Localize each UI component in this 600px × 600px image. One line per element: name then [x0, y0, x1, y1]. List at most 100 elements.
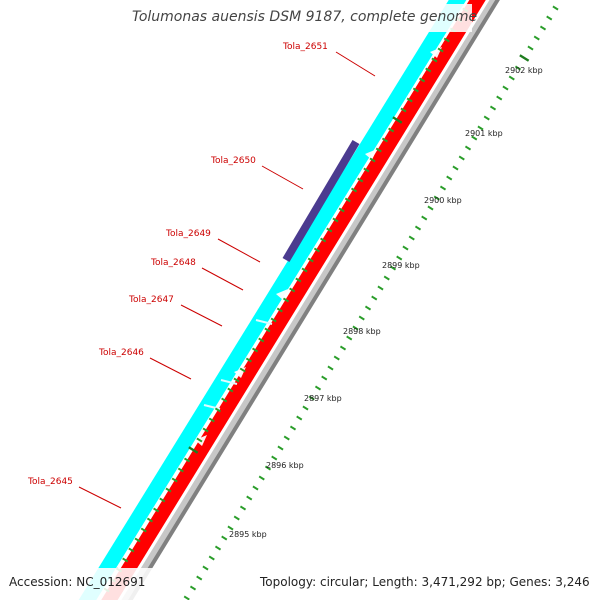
outer-minor-tick — [321, 375, 328, 381]
outer-minor-tick — [339, 345, 347, 351]
gene-label-leader-line — [149, 357, 192, 380]
outer-minor-tick — [308, 395, 315, 401]
outer-minor-tick — [208, 555, 215, 561]
outer-minor-tick — [433, 195, 440, 201]
inner-minor-tick — [418, 77, 426, 83]
outer-minor-tick — [358, 315, 365, 321]
inner-minor-tick — [332, 217, 339, 223]
kbp-tick-label: 2897 kbp — [304, 394, 342, 403]
inner-minor-tick — [165, 487, 172, 493]
outer-minor-tick — [296, 415, 303, 421]
outer-minor-tick — [389, 265, 397, 271]
inner-minor-tick — [425, 67, 432, 73]
reverse-gene-boundary — [276, 289, 288, 300]
inner-minor-tick — [289, 287, 296, 293]
inner-minor-tick — [313, 247, 320, 253]
outer-minor-tick — [264, 465, 272, 471]
inner-minor-tick — [350, 187, 358, 193]
forward-gene-track — [78, 0, 467, 600]
inner-minor-tick — [326, 227, 333, 233]
inner-minor-tick — [412, 87, 419, 93]
outer-minor-tick — [464, 145, 472, 151]
kbp-tick-label: 2898 kbp — [343, 327, 381, 336]
inner-minor-tick — [233, 377, 240, 383]
outer-minor-tick — [277, 445, 284, 451]
inner-minor-tick — [153, 507, 160, 513]
gene-label: Tola_2651 — [282, 42, 328, 52]
inner-minor-tick — [363, 167, 370, 173]
inner-minor-tick — [134, 537, 141, 543]
coordinate-tick-labels: 2902 kbp 2901 kbp 2900 kbp 2899 kbp 2898 kbp… — [229, 66, 543, 539]
kbp-tick-label: 2899 kbp — [382, 261, 420, 270]
inner-minor-tick — [245, 357, 252, 363]
title-background — [126, 4, 472, 32]
inner-minor-tick — [171, 477, 178, 483]
outer-minor-tick — [196, 575, 203, 581]
outer-minor-tick — [371, 295, 378, 301]
inner-minor-tick — [221, 397, 228, 403]
inner-minor-tick — [177, 467, 184, 473]
gene-block-tola-2650 — [282, 139, 360, 263]
inner-minor-tick — [375, 147, 382, 153]
inner-minor-tick — [227, 387, 234, 393]
gene-label-lines — [78, 51, 376, 509]
outer-minor-tick — [239, 505, 247, 511]
outer-minor-tick — [471, 135, 478, 141]
inner-minor-tick — [307, 257, 314, 263]
gene-label-leader-line — [201, 267, 244, 291]
outer-minor-tick — [346, 335, 353, 341]
outer-minor-tick — [364, 305, 372, 311]
gene-label-leader-line — [78, 486, 122, 509]
outer-minor-tick — [383, 275, 390, 281]
reverse-gene-track — [101, 0, 486, 600]
gene-label: Tola_2648 — [150, 258, 196, 268]
forward-gene-boundary — [203, 404, 221, 410]
outer-minor-tick — [202, 565, 209, 571]
outer-minor-tick — [289, 425, 297, 431]
outer-minor-tick — [283, 435, 290, 441]
inner-minor-tick — [400, 107, 407, 113]
outer-minor-tick — [227, 525, 234, 531]
outer-minor-tick — [552, 5, 559, 11]
inner-minor-tick — [239, 367, 246, 373]
outer-minor-tick — [539, 25, 547, 31]
outer-minor-tick — [489, 105, 497, 111]
inner-minor-tick — [381, 137, 389, 143]
outer-minor-tick — [271, 455, 278, 461]
outer-minor-tick — [402, 245, 409, 251]
outer-minor-tick — [396, 255, 403, 261]
outer-minor-tick — [189, 585, 197, 591]
inner-minor-tick — [301, 267, 308, 273]
inner-minor-tick — [122, 557, 129, 563]
kbp-tick-label: 2895 kbp — [229, 530, 267, 539]
gene-label: Tola_2650 — [210, 156, 256, 166]
outer-minor-tick — [183, 595, 190, 600]
inner-minor-tick — [443, 37, 450, 43]
outer-major-tick — [519, 54, 530, 62]
inner-minor-tick — [388, 127, 395, 133]
forward-gene-boundary — [220, 379, 238, 385]
inner-minor-tick — [344, 197, 351, 203]
inner-minor-tick — [264, 327, 271, 333]
outer-minor-tick — [377, 285, 384, 291]
outer-minor-tick — [421, 215, 428, 221]
inner-minor-tick — [202, 427, 209, 433]
forward-gene-boundaries — [203, 319, 273, 410]
outer-minor-tick — [352, 325, 359, 331]
outer-minor-tick — [546, 15, 553, 21]
inner-minor-tick — [282, 297, 290, 303]
inner-minor-tick — [369, 157, 376, 163]
outer-minor-tick — [414, 225, 422, 231]
forward-gene-boundary — [255, 319, 273, 325]
outer-minor-tick — [452, 165, 459, 171]
inner-minor-tick — [258, 337, 265, 343]
gene-label-leader-line — [180, 304, 223, 327]
genome-backbone-shadow — [121, 0, 498, 600]
gene-label-leader-line — [261, 165, 304, 190]
outer-minor-tick — [327, 365, 334, 371]
inner-minor-tick — [214, 407, 222, 413]
genome-summary-text: Topology: circular; Length: 3,471,292 bp… — [260, 575, 590, 589]
outer-minor-tick — [502, 85, 509, 91]
outer-minor-tick — [483, 115, 490, 121]
